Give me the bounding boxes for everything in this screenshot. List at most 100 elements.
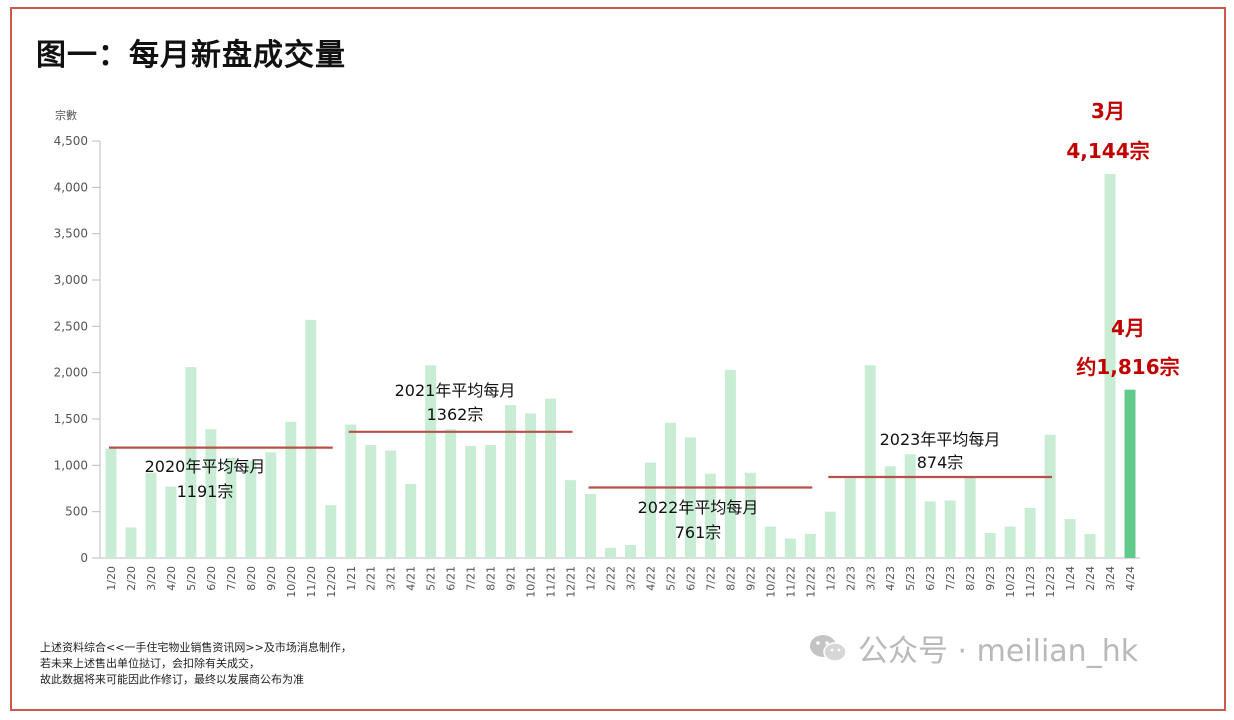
average-label-value: 761宗 xyxy=(675,523,722,542)
average-label-value: 1191宗 xyxy=(177,482,234,501)
x-tick-label: 9/22 xyxy=(744,566,757,591)
bar-1-21 xyxy=(345,424,357,558)
bar-5-23 xyxy=(904,454,916,558)
bar-8-20 xyxy=(245,460,257,558)
bar-8-22 xyxy=(724,369,736,558)
callout-value: 4,144宗 xyxy=(1066,139,1149,163)
bar-6-22 xyxy=(684,437,696,558)
bar-10-20 xyxy=(285,421,297,558)
x-tick-label: 9/20 xyxy=(265,566,278,591)
bar-2-23 xyxy=(844,478,856,558)
x-tick-label: 12/21 xyxy=(565,566,578,598)
bar-4-21 xyxy=(405,483,417,558)
callout-value: 约1,816宗 xyxy=(1076,355,1179,379)
y-tick-label: 3,500 xyxy=(54,227,88,241)
bar-2-22 xyxy=(605,547,617,558)
x-tick-label: 2/22 xyxy=(605,566,618,591)
y-tick-label: 1,000 xyxy=(54,458,88,472)
x-tick-label: 10/21 xyxy=(525,566,538,598)
bar-10-22 xyxy=(764,526,776,558)
bar-4-22 xyxy=(644,462,656,558)
x-tick-label: 7/22 xyxy=(704,566,717,591)
x-tick-label: 8/22 xyxy=(724,566,737,591)
x-tick-label: 9/23 xyxy=(984,566,997,591)
bar-1-20 xyxy=(105,448,117,558)
average-label-value: 1362宗 xyxy=(427,405,484,424)
bar-2-24 xyxy=(1084,533,1096,558)
bar-11-20 xyxy=(305,319,317,558)
x-tick-label: 2/23 xyxy=(844,566,857,591)
source-note-1: 上述资料综合<<一手住宅物业销售资讯网>>及市场消息制作， xyxy=(40,641,352,654)
bar-11-23 xyxy=(1024,507,1036,558)
x-tick-label: 2/21 xyxy=(365,566,378,591)
x-tick-label: 1/22 xyxy=(585,566,598,591)
bar-8-21 xyxy=(485,444,497,558)
bar-9-20 xyxy=(265,452,277,558)
x-tick-label: 11/20 xyxy=(305,566,318,598)
bar-1-24 xyxy=(1064,519,1076,558)
chart-frame xyxy=(10,7,1226,711)
x-tick-label: 4/24 xyxy=(1124,566,1137,591)
x-tick-label: 5/23 xyxy=(904,566,917,591)
x-tick-label: 8/23 xyxy=(964,566,977,591)
x-tick-label: 7/21 xyxy=(465,566,478,591)
bar-12-20 xyxy=(325,505,337,558)
x-tick-label: 4/22 xyxy=(644,566,657,591)
bar-8-23 xyxy=(964,477,976,558)
bar-11-22 xyxy=(784,538,796,558)
average-label-title: 2023年平均每月 xyxy=(880,430,1001,449)
x-tick-label: 7/23 xyxy=(944,566,957,591)
bar-1-23 xyxy=(824,511,836,558)
x-tick-label: 12/22 xyxy=(804,566,817,598)
x-tick-label: 5/22 xyxy=(664,566,677,591)
x-tick-label: 8/20 xyxy=(245,566,258,591)
x-tick-label: 6/20 xyxy=(205,566,218,591)
callout-month: 4月 xyxy=(1111,316,1145,340)
average-label-title: 2021年平均每月 xyxy=(395,381,516,400)
bar-3-21 xyxy=(385,450,397,558)
x-tick-label: 2/20 xyxy=(125,566,138,591)
x-tick-label: 6/23 xyxy=(924,566,937,591)
bar-7-21 xyxy=(465,445,477,558)
x-tick-label: 10/20 xyxy=(285,566,298,598)
bar-12-23 xyxy=(1044,434,1056,558)
x-tick-label: 5/21 xyxy=(425,566,438,591)
x-tick-label: 1/20 xyxy=(105,566,118,591)
x-tick-label: 12/20 xyxy=(325,566,338,598)
bar-2-20 xyxy=(125,527,137,558)
average-label-title: 2020年平均每月 xyxy=(145,457,266,476)
y-tick-label: 4,500 xyxy=(54,134,88,148)
bar-6-23 xyxy=(924,501,936,558)
y-tick-label: 2,000 xyxy=(54,366,88,380)
bar-6-21 xyxy=(445,429,457,558)
x-tick-label: 3/21 xyxy=(385,566,398,591)
bar-9-22 xyxy=(744,472,756,558)
bar-3-24 xyxy=(1104,173,1116,559)
bar-7-22 xyxy=(704,473,716,558)
bar-7-20 xyxy=(225,457,237,558)
source-note-2: 若未来上述售出单位挞订，会扣除有关成交， xyxy=(40,657,260,670)
bar-12-22 xyxy=(804,533,816,558)
chart-title: 图一：每月新盘成交量 xyxy=(36,38,346,73)
x-tick-label: 9/21 xyxy=(505,566,518,591)
bar-3-20 xyxy=(145,472,157,558)
bar-9-21 xyxy=(505,405,517,558)
bar-1-22 xyxy=(585,494,597,558)
x-tick-label: 3/24 xyxy=(1104,566,1117,591)
bar-4-20 xyxy=(165,486,177,558)
bar-2-21 xyxy=(365,444,377,558)
average-label-value: 874宗 xyxy=(917,453,964,472)
x-tick-label: 11/23 xyxy=(1024,566,1037,598)
watermark: 公众号 · meilian_hk xyxy=(808,626,1138,670)
x-tick-label: 3/23 xyxy=(864,566,877,591)
source-note-3: 故此数据将来可能因此作修订，最终以发展商公布为准 xyxy=(40,673,304,686)
y-tick-label: 4,000 xyxy=(54,180,88,194)
x-tick-label: 8/21 xyxy=(485,566,498,591)
bar-5-21 xyxy=(425,365,437,558)
x-tick-label: 2/24 xyxy=(1084,566,1097,591)
wechat-icon xyxy=(810,635,847,662)
x-tick-label: 5/20 xyxy=(185,566,198,591)
y-tick-label: 3,000 xyxy=(54,273,88,287)
bar-11-21 xyxy=(545,398,557,558)
